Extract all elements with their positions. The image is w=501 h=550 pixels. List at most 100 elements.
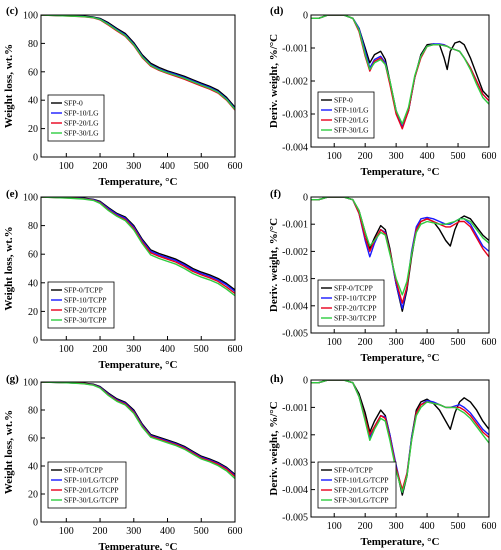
legend-entry: SFP-10/LG/TCPP	[334, 476, 389, 485]
y-tick-label: 0	[303, 11, 308, 22]
legend-entry: SFP-30/TCPP	[334, 314, 377, 323]
y-tick-label: 100	[23, 378, 38, 389]
plot-frame	[310, 196, 490, 334]
panel-d: (d) 100 200 300 400 500 600 0 -0.001 -0.002 -0.003…	[268, 5, 497, 178]
x-tick-label: 600	[482, 337, 497, 348]
panel-h: (h) 100 200 300 400 500 600 0 -0.001 -0.002 -0.003…	[268, 373, 497, 548]
panel-label: (c)	[6, 5, 19, 17]
x-axis-title: Temperature, °C	[361, 536, 440, 548]
x-tick-label: 300	[126, 344, 141, 355]
legend-entry: SFP-20/LG	[334, 116, 369, 125]
y-tick-label: 80	[28, 221, 38, 232]
legend-entry: SFP-30/LG/TCPP	[64, 496, 119, 505]
y-tick-label: -0.005	[282, 329, 308, 340]
y-tick-label: 40	[28, 278, 38, 289]
y-tick-label: 80	[28, 406, 38, 417]
y-axis-title: Weight loss, wt.%	[3, 410, 15, 494]
x-tick-label: 500	[451, 521, 466, 532]
y-tick-label: -0.003	[282, 110, 308, 121]
panel-f: (f) 100 200 300 400 500 600 0 -0.001 -0.002 -0.003…	[268, 188, 497, 364]
x-tick-label: 600	[482, 151, 497, 162]
x-tick-label: 500	[194, 526, 209, 537]
legend-entry: SFP-10/TCPP	[334, 294, 377, 303]
series-line	[41, 15, 235, 110]
y-axis-title: Weight loss, wt.%	[3, 226, 15, 310]
x-tick-label: 200	[93, 526, 108, 537]
y-tick-label: 0	[33, 336, 38, 347]
legend-entry: SFP-0	[334, 96, 353, 105]
y-tick-label: 80	[28, 39, 38, 50]
y-tick-label: -0.001	[282, 220, 308, 231]
y-tick-label: 100	[23, 11, 38, 22]
y-tick-label: 0	[33, 518, 38, 529]
plot-frame	[40, 14, 236, 158]
legend: SFP-0/TCPPSFP-10/TCPPSFP-20/TCPPSFP-30/T…	[47, 281, 115, 329]
x-axis-title: Temperature, °C	[99, 541, 178, 550]
y-tick-label: -0.004	[282, 485, 308, 496]
legend-entry: SFP-30/LG	[334, 126, 369, 135]
x-tick-label: 200	[93, 161, 108, 172]
x-tick-label: 500	[451, 151, 466, 162]
x-tick-label: 400	[160, 344, 175, 355]
x-tick-label: 300	[389, 521, 404, 532]
x-tick-label: 500	[194, 344, 209, 355]
legend-entry: SFP-30/LG/TCPP	[334, 496, 389, 505]
legend-entry: SFP-10/TCPP	[64, 296, 107, 305]
legend-entry: SFP-10/LG/TCPP	[64, 476, 119, 485]
y-tick-label: -0.002	[282, 247, 308, 258]
legend-entry: SFP-10/LG	[334, 106, 369, 115]
y-tick-label: 100	[23, 193, 38, 204]
series-line	[311, 380, 489, 493]
x-tick-label: 400	[420, 521, 435, 532]
x-tick-label: 100	[59, 526, 74, 537]
x-tick-label: 200	[358, 337, 373, 348]
panel-label: (g)	[6, 373, 19, 385]
x-tick-label: 400	[420, 337, 435, 348]
legend-entry: SFP-0/TCPP	[334, 466, 373, 475]
legend-entry: SFP-0/TCPP	[334, 284, 373, 293]
x-tick-label: 600	[228, 526, 243, 537]
panel-label: (d)	[270, 5, 284, 17]
legend: SFP-0/TCPPSFP-10/LG/TCPPSFP-20/LG/TCPPSF…	[317, 461, 397, 509]
y-tick-label: 60	[28, 434, 38, 445]
y-tick-label: 20	[28, 307, 38, 318]
x-tick-label: 200	[358, 521, 373, 532]
panel-e: (e) 100 200 300 400 500 600 0 20 40 60 80 100 Tempera…	[3, 188, 243, 371]
x-tick-label: 300	[126, 161, 141, 172]
x-tick-label: 100	[59, 344, 74, 355]
x-tick-label: 200	[93, 344, 108, 355]
y-tick-label: 0	[33, 153, 38, 164]
x-tick-label: 400	[160, 161, 175, 172]
series-line	[41, 382, 235, 480]
series-line	[41, 197, 235, 292]
y-axis-title: Deriv. weight, %/°C	[268, 34, 280, 128]
series-line	[41, 15, 235, 108]
x-tick-label: 600	[482, 521, 497, 532]
panel-label: (h)	[270, 373, 284, 385]
series-line	[41, 382, 235, 477]
x-tick-label: 400	[420, 151, 435, 162]
plot-frame	[40, 196, 236, 341]
x-tick-label: 100	[327, 151, 342, 162]
y-tick-label: 60	[28, 67, 38, 78]
y-tick-label: 0	[303, 193, 308, 204]
x-tick-label: 100	[327, 521, 342, 532]
panel-c: (c) 100 200 300 400 500 600 0 20 40 60 80 100 Tempera…	[3, 5, 243, 188]
legend-entry: SFP-20/LG/TCPP	[64, 486, 119, 495]
panel-label: (f)	[270, 188, 281, 200]
y-tick-label: -0.003	[282, 274, 308, 285]
y-axis-title: Deriv. weight, %/°C	[268, 401, 280, 495]
legend-entry: SFP-20/LG/TCPP	[334, 486, 389, 495]
x-axis-title: Temperature, °C	[361, 352, 440, 364]
legend-entry: SFP-20/LG	[64, 119, 99, 128]
x-axis-title: Temperature, °C	[99, 359, 178, 371]
x-tick-label: 100	[327, 337, 342, 348]
legend-entry: SFP-0/TCPP	[64, 286, 103, 295]
x-tick-label: 500	[194, 161, 209, 172]
x-tick-label: 500	[451, 337, 466, 348]
x-tick-label: 100	[59, 161, 74, 172]
y-tick-label: 20	[28, 124, 38, 135]
y-tick-label: 60	[28, 250, 38, 261]
